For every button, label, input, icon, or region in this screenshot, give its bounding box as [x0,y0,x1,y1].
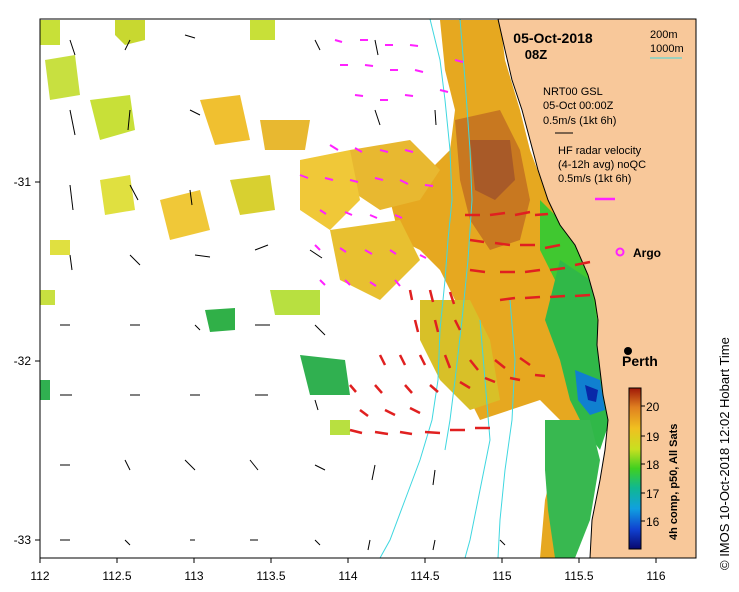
x-tick-label: 116 [646,569,665,583]
land-mass [497,19,696,558]
colorbar-tick-label: 20 [646,400,660,414]
argo-label: Argo [633,246,661,260]
x-tick-label: 114 [338,569,357,583]
colorbar-tick-label: 19 [646,430,660,444]
y-tick-label: -33 [14,533,32,547]
map-date: 05-Oct-2018 [513,30,593,46]
x-tick-label: 114.5 [410,569,439,583]
perth-label: Perth [622,353,658,369]
radar-current-arrows-red [349,210,591,436]
x-tick-label: 113 [184,569,203,583]
y-axis [35,181,40,541]
y-tick-label: -32 [14,354,32,368]
radar-current-arrows-magenta [299,39,464,287]
contour-200-label: 200m [650,29,678,41]
radar-legend-line2: (4-12h avg) noQC [558,159,646,171]
colorbar-tick-label: 16 [646,515,660,529]
model-legend-line3: 0.5m/s (1kt 6h) [543,115,616,127]
perth-marker [624,347,632,355]
y-tick-label: -31 [14,175,32,189]
map-time: 08Z [525,47,547,62]
x-tick-label: 115.5 [564,569,593,583]
colorbar-title: 4h comp, p50, All Sats [668,423,680,540]
colorbar-tick-label: 17 [646,487,660,501]
model-current-arrows [60,34,506,551]
radar-legend-line1: HF radar velocity [558,145,642,157]
x-tick-label: 115 [492,569,511,583]
credit-text: © IMOS 10-Oct-2018 12:02 Hobart Time [717,337,732,570]
colorbar [628,387,642,550]
x-axis [39,558,657,563]
model-legend-line1: NRT00 GSL [543,86,603,98]
x-tick-label: 112 [30,569,49,583]
model-legend-line2: 05-Oct 00:00Z [543,100,614,112]
argo-marker [615,247,625,257]
contour-1000-label: 1000m [650,43,684,55]
x-tick-label: 113.5 [256,569,285,583]
bathymetry-contours [379,19,516,558]
colorbar-tick-label: 18 [646,458,660,472]
radar-legend-line3: 0.5m/s (1kt 6h) [558,173,631,185]
colorbar-ticks [641,405,645,522]
x-tick-label: 112.5 [102,569,131,583]
